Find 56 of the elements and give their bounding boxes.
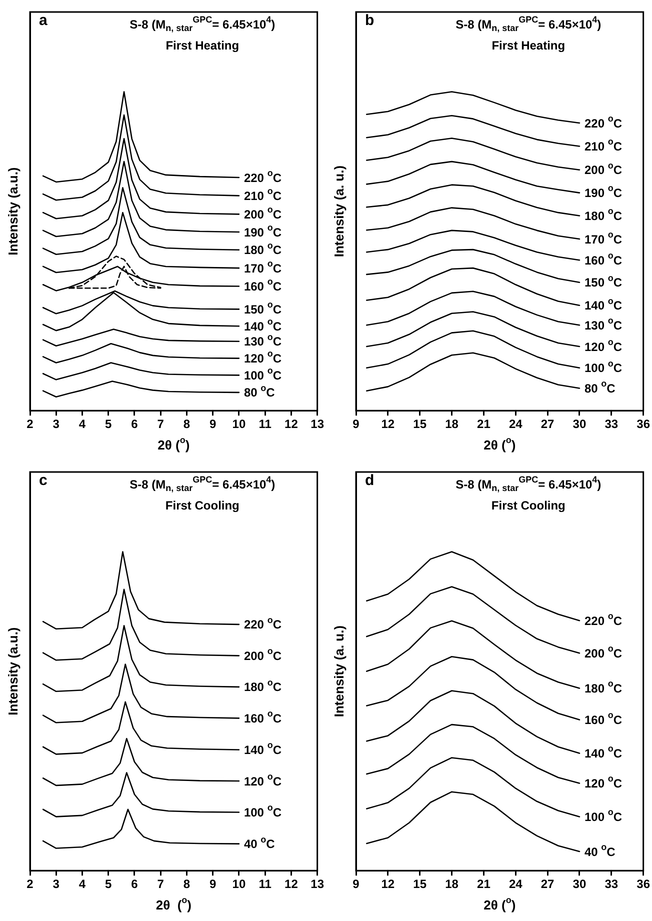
x-tick-label: 10: [232, 417, 246, 432]
x-tick-label: 33: [604, 417, 618, 432]
x-tick-label: 27: [540, 417, 555, 432]
x-tick-label: 30: [572, 877, 586, 892]
x-tick-label: 3: [52, 877, 60, 892]
x-tick-label: 8: [183, 417, 190, 432]
x-tick-label: 12: [381, 877, 395, 892]
x-tick-label: 21: [477, 877, 491, 892]
x-tick-label: 18: [445, 877, 459, 892]
x-tick-label: 9: [210, 877, 216, 892]
x-tick-label: 21: [477, 417, 491, 432]
x-tick-label: 12: [284, 417, 298, 432]
y-axis-title: Intensity (a.u.): [6, 627, 21, 716]
x-tick-label: 8: [183, 877, 190, 892]
x-tick-label: 13: [310, 877, 324, 892]
x-tick-label: 3: [52, 417, 60, 432]
x-tick-label: 10: [232, 877, 246, 892]
x-tick-label: 9: [210, 417, 216, 432]
x-tick-label: 7: [157, 417, 164, 432]
x-tick-label: 5: [105, 417, 112, 432]
x-tick-label: 33: [604, 877, 618, 892]
x-tick-label: 15: [413, 877, 427, 892]
x-tick-label: 30: [572, 417, 586, 432]
y-axis-title: Intensity (a.u.): [6, 167, 21, 256]
x-tick-label: 15: [413, 417, 427, 432]
x-tick-label: 11: [258, 877, 272, 892]
x-tick-label: 27: [540, 877, 555, 892]
x-tick-label: 4: [78, 877, 86, 892]
x-tick-label: 12: [284, 877, 298, 892]
y-axis-title: Intensity (a. u.): [332, 625, 347, 718]
text: b: [365, 12, 374, 30]
x-tick-label: 36: [636, 877, 650, 892]
y-axis-title: Intensity (a. u.): [332, 165, 347, 258]
x-tick-label: 5: [105, 877, 112, 892]
chart-subtitle: First Heating: [492, 38, 566, 52]
x-tick-label: 2: [26, 417, 34, 432]
x-tick-label: 18: [445, 417, 459, 432]
x-tick-label: 2: [26, 877, 34, 892]
chart-subtitle: First Heating: [166, 38, 240, 52]
x-tick-label: 24: [508, 417, 523, 432]
x-tick-label: 7: [157, 877, 164, 892]
x-tick-label: 6: [131, 877, 138, 892]
x-tick-label: 24: [508, 877, 523, 892]
x-tick-label: 6: [131, 417, 138, 432]
chart-subtitle: First Cooling: [165, 498, 240, 512]
x-tick-label: 13: [310, 417, 324, 432]
x-tick-label: 9: [352, 417, 360, 432]
x-tick-label: 36: [636, 417, 650, 432]
x-tick-label: 11: [258, 417, 272, 432]
text: d: [365, 472, 374, 490]
x-tick-label: 9: [352, 877, 360, 892]
chart-subtitle: First Cooling: [491, 498, 566, 512]
x-tick-label: 12: [381, 417, 395, 432]
text: c: [39, 472, 48, 490]
x-tick-label: 4: [78, 417, 86, 432]
text: a: [39, 12, 48, 30]
